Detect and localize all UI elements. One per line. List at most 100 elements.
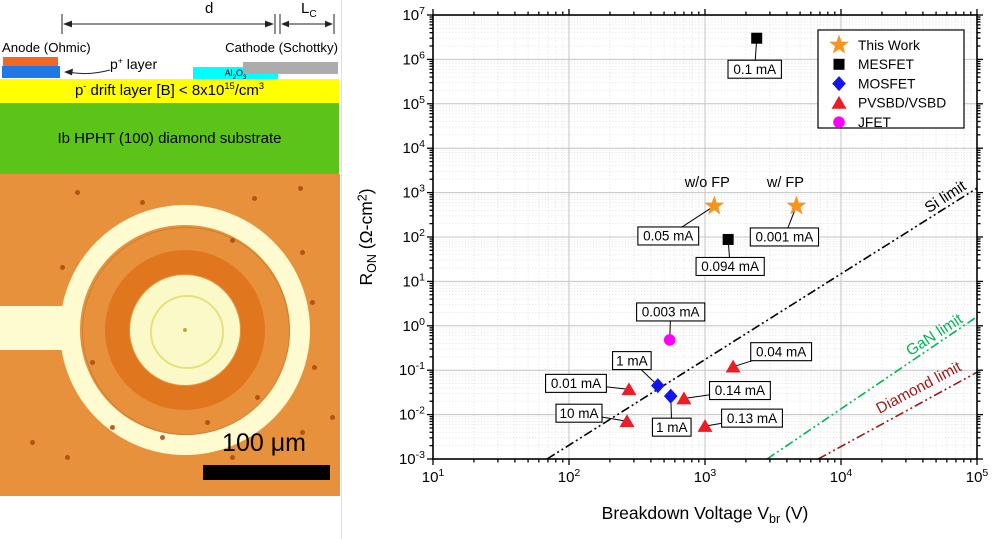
data-label-box xyxy=(695,256,765,277)
data-label-box xyxy=(555,403,603,423)
dimension-lines xyxy=(61,14,335,76)
data-label: 0.14 mA xyxy=(715,383,765,398)
cathode-label: Cathode (Schottky) xyxy=(225,40,338,55)
data-label: 0.13 mA xyxy=(727,411,777,426)
svg-text:10-3: 10-3 xyxy=(399,449,425,468)
mesa-edge xyxy=(82,227,290,435)
limit-line-label: GaN limit xyxy=(903,310,966,359)
defect-dot xyxy=(300,250,305,255)
defect-dot xyxy=(330,415,335,420)
svg-text:10-2: 10-2 xyxy=(399,405,425,424)
anode-metal-layer xyxy=(3,57,58,66)
fp-annotation: w/ FP xyxy=(766,175,804,191)
anode-label: Anode (Ohmic) xyxy=(2,40,91,55)
defect-dot xyxy=(300,430,305,435)
substrate-label: Ib HPHT (100) diamond substrate xyxy=(57,130,282,147)
legend-label: JFET xyxy=(858,115,892,130)
p-plus-layer xyxy=(2,66,60,78)
defect-dot xyxy=(160,435,165,440)
legend-label: PVSBD/VSBD xyxy=(858,96,946,111)
svg-text:105: 105 xyxy=(966,467,989,486)
inner-contact-ring xyxy=(150,295,224,369)
svg-text:100: 100 xyxy=(402,316,425,335)
data-label: 1 mA xyxy=(616,353,648,368)
data-label: 0.1 mA xyxy=(733,62,776,77)
defect-dot xyxy=(30,440,35,445)
legend-label: MOSFET xyxy=(858,76,916,91)
al2o3-label: Al2O3 xyxy=(224,68,247,81)
series-jfet xyxy=(663,334,676,346)
data-label: 0.094 mA xyxy=(701,259,759,274)
defect-dot xyxy=(255,395,260,400)
legend-label: This Work xyxy=(858,38,920,53)
svg-text:102: 102 xyxy=(402,227,425,246)
defect-dot xyxy=(230,238,235,243)
data-label-box xyxy=(749,227,820,247)
p-plus-layer-label: p+ layer xyxy=(110,55,158,72)
svg-text:102: 102 xyxy=(558,467,581,486)
dimension-lc-label: LC xyxy=(301,0,317,20)
limit-line xyxy=(817,371,978,460)
data-label-box xyxy=(708,380,771,401)
defect-dot xyxy=(65,455,70,460)
scale-bar-label: 100 μm xyxy=(222,429,306,457)
defect-dot xyxy=(310,300,315,305)
substrate-layer: Ib HPHT (100) diamond substrate xyxy=(0,103,339,174)
data-label-box xyxy=(611,351,652,371)
center-dot xyxy=(183,328,187,332)
data-label: 10 mA xyxy=(559,406,598,421)
chart-panel: Si limit GaN limit Diamond limit 101 102 103 1… xyxy=(350,0,1000,539)
defect-dot xyxy=(252,196,257,201)
data-label: 1 mA xyxy=(656,420,688,435)
svg-text:101: 101 xyxy=(402,271,425,290)
defect-dot xyxy=(312,365,317,370)
data-label: 0.01 mA xyxy=(551,376,601,391)
data-label-box xyxy=(637,226,700,246)
svg-text:103: 103 xyxy=(694,467,717,486)
series-pvsbd-vsbd xyxy=(619,359,741,432)
data-label-box xyxy=(750,342,813,362)
svg-text:107: 107 xyxy=(402,5,425,24)
data-label: 0.003 mA xyxy=(642,305,700,320)
drift-layer-label: p- drift layer [B] < 8x1015/cm3 xyxy=(74,81,265,99)
defect-dot xyxy=(230,455,235,460)
limit-line-label: Diamond limit xyxy=(873,358,964,417)
svg-text:103: 103 xyxy=(402,183,425,202)
micrograph-image: 100 μm xyxy=(0,174,340,496)
svg-text:105: 105 xyxy=(402,94,425,113)
defect-dot xyxy=(75,190,80,195)
device-schematic: d LC Anode (Ohmic) Cathode (Schottky) p+… xyxy=(0,0,345,175)
y-axis-title: RON (Ω-cm2) xyxy=(356,188,379,285)
dimension-d-label: d xyxy=(205,0,214,17)
data-label-box xyxy=(721,408,783,428)
svg-text:10-1: 10-1 xyxy=(399,360,425,379)
data-label: 0.04 mA xyxy=(756,344,806,359)
svg-text:106: 106 xyxy=(402,49,425,68)
series-this-work: w/o FP w/ FP xyxy=(684,175,807,215)
defect-dot xyxy=(60,265,65,270)
limit-line xyxy=(546,187,978,460)
x-axis-title: Breakdown Voltage Vbr (V) xyxy=(602,503,809,526)
data-label: 0.001 mA xyxy=(756,230,814,245)
data-label-box xyxy=(651,417,692,437)
legend: This Work MESFET MOSFET PVSBD/VSBD JFET xyxy=(817,29,965,130)
drift-layer: p- drift layer [B] < 8x1015/cm3 xyxy=(0,79,339,103)
defect-dot xyxy=(205,420,210,425)
series-mesfet xyxy=(722,32,763,245)
legend-label: MESFET xyxy=(858,57,915,72)
cathode-metal-layer xyxy=(243,62,338,74)
limit-line xyxy=(766,316,978,460)
data-label: 0.05 mA xyxy=(643,229,693,244)
panel-divider xyxy=(341,0,342,539)
data-label-box xyxy=(636,302,706,322)
svg-text:104: 104 xyxy=(402,138,425,157)
defect-dot xyxy=(140,200,145,205)
data-label-box xyxy=(545,373,607,393)
defect-dot xyxy=(90,360,95,365)
svg-text:101: 101 xyxy=(422,467,445,486)
probe-arm xyxy=(0,306,62,350)
point-annotations: 0.05 mA 0.001 mA 0.1 mA 0.094 mA 1 mA 1 mA 0.0… xyxy=(545,38,820,437)
tick-labels: 101 102 103 104 105 10-3 10-2 10-1 100 101 102 103 1… xyxy=(399,5,988,486)
